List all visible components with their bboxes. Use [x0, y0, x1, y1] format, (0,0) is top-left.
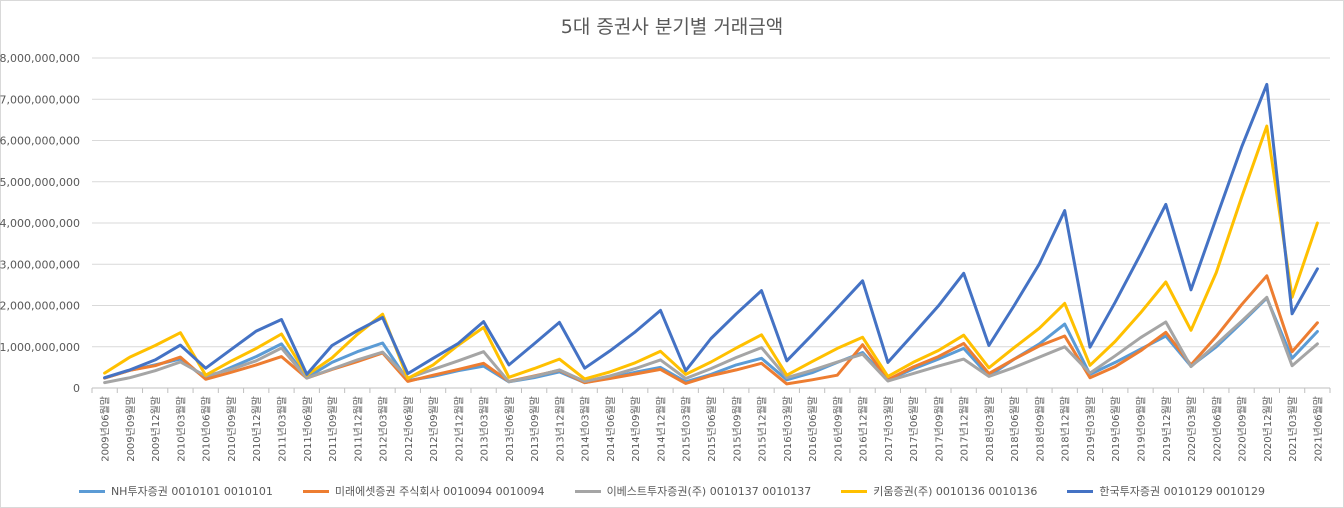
x-tick-label: 2020년03월말	[1186, 396, 1198, 462]
x-tick-label: 2012년03월말	[378, 396, 390, 462]
x-tick-label: 2015년06월말	[706, 396, 718, 462]
x-tick-label: 2019년09월말	[1136, 396, 1148, 462]
x-tick-label: 2015년12월말	[757, 396, 769, 462]
legend-swatch	[1067, 489, 1094, 493]
x-tick-label: 2017년03월말	[883, 396, 895, 462]
y-tick-label: 8,000,000,000	[0, 52, 80, 65]
legend-item-3: 이베스트투자증권(주) 0010137 0010137	[574, 482, 812, 500]
x-tick-label: 2019년06월말	[1110, 396, 1122, 462]
x-tick-label: 2010년03월말	[175, 396, 187, 462]
series-line-5	[103, 82, 1319, 380]
chart-legend: NH투자증권 0010101 0010101 미래에셋증권 주식회사 001009…	[0, 482, 1344, 500]
x-tick-label: 2009년12월말	[150, 396, 162, 462]
x-tick-label: 2016년09월말	[832, 396, 844, 462]
x-tick-label: 2019년12월말	[1161, 396, 1173, 462]
legend-swatch	[302, 489, 329, 493]
x-tick-label: 2012년06월말	[403, 396, 415, 462]
x-tick-label: 2009년09월말	[125, 396, 137, 462]
gridlines	[92, 57, 1330, 389]
x-tick-label: 2018년03월말	[984, 396, 996, 462]
x-tick-label: 2016년12월말	[858, 396, 870, 462]
x-tick-label: 2013년09월말	[529, 396, 541, 462]
legend-swatch	[78, 489, 105, 493]
legend-item-5: 한국투자증권 0010129 0010129	[1067, 482, 1265, 500]
x-tick-label: 2018년06월말	[1009, 396, 1021, 462]
x-tick-label: 2017년06월말	[908, 396, 920, 462]
x-tick-label: 2011년09월말	[327, 396, 339, 462]
y-axis: 0 1,000,000,000 2,000,000,000 3,000,000,000…	[0, 52, 80, 395]
y-tick-label: 7,000,000,000	[0, 93, 80, 106]
legend-item-4: 키움증권(주) 0010136 0010136	[841, 482, 1037, 500]
x-tick-label: 2010년06월말	[201, 396, 213, 462]
x-tick-label: 2014년12월말	[655, 396, 667, 462]
x-tick-label: 2014년06월말	[605, 396, 617, 462]
legend-swatch	[841, 489, 868, 493]
x-tick-label: 2012년09월말	[428, 396, 440, 462]
x-tick-label: 2011년06월말	[302, 396, 314, 462]
legend-label: 한국투자증권 0010129 0010129	[1099, 485, 1266, 498]
x-tick-label: 2010년12월말	[251, 396, 263, 462]
x-tick-label: 2016년03월말	[782, 396, 794, 462]
x-tick-label: 2013년03월말	[479, 396, 491, 462]
x-tick-label: 2015년09월말	[731, 396, 743, 462]
x-tick-label: 2020년12월말	[1262, 396, 1274, 462]
x-tick-label: 2011년12월말	[352, 396, 364, 462]
legend-label: NH투자증권 0010101 0010101	[110, 485, 273, 498]
y-tick-label: 1,000,000,000	[0, 341, 80, 354]
x-axis: 2009년06월말 2009년09월말 2009년12월말 2010년03월말 2010…	[91, 387, 1331, 462]
y-tick-label: 4,000,000,000	[0, 217, 80, 230]
y-tick-label: 6,000,000,000	[0, 135, 80, 148]
legend-label: 키움증권(주) 0010136 0010136	[873, 485, 1038, 498]
x-tick-label: 2017년09월말	[933, 396, 945, 462]
x-tick-label: 2011년03월말	[276, 396, 288, 462]
legend-item-1: NH투자증권 0010101 0010101	[78, 482, 273, 500]
x-tick-label: 2014년09월말	[630, 396, 642, 462]
x-tick-label: 2016년06월말	[807, 396, 819, 462]
y-tick-label: 0	[73, 382, 80, 395]
x-tick-label: 2021년03월말	[1287, 396, 1299, 462]
y-tick-label: 5,000,000,000	[0, 176, 80, 189]
x-tick-label: 2018년12월말	[1060, 396, 1072, 462]
x-tick-label: 2020년06월말	[1211, 396, 1223, 462]
x-tick-label: 2014년03월말	[580, 396, 592, 462]
x-tick-label: 2019년03월말	[1085, 396, 1097, 462]
x-tick-label: 2010년09월말	[226, 396, 238, 462]
x-tick-label: 2012년12월말	[453, 396, 465, 462]
series-lines	[103, 82, 1319, 386]
chart-title: 5대 증권사 분기별 거래금액	[560, 16, 784, 38]
y-tick-label: 3,000,000,000	[0, 258, 80, 271]
legend-label: 미래에셋증권 주식회사 0010094 0010094	[334, 485, 545, 498]
y-tick-label: 2,000,000,000	[0, 300, 80, 313]
x-tick-label: 2015년03월말	[681, 396, 693, 462]
legend-label: 이베스트투자증권(주) 0010137 0010137	[606, 485, 812, 498]
x-tick-label: 2018년09월말	[1034, 396, 1046, 462]
x-tick-label: 2013년12월말	[554, 396, 566, 462]
legend-swatch	[574, 489, 601, 493]
x-tick-label: 2021년06월말	[1312, 396, 1324, 462]
x-tick-label: 2013년06월말	[504, 396, 516, 462]
x-tick-label: 2017년12월말	[959, 396, 971, 462]
series-line-3	[103, 295, 1319, 385]
x-tick-label: 2020년09월말	[1237, 396, 1249, 462]
x-tick-label: 2009년06월말	[100, 396, 112, 462]
legend-item-2: 미래에셋증권 주식회사 0010094 0010094	[302, 482, 545, 500]
